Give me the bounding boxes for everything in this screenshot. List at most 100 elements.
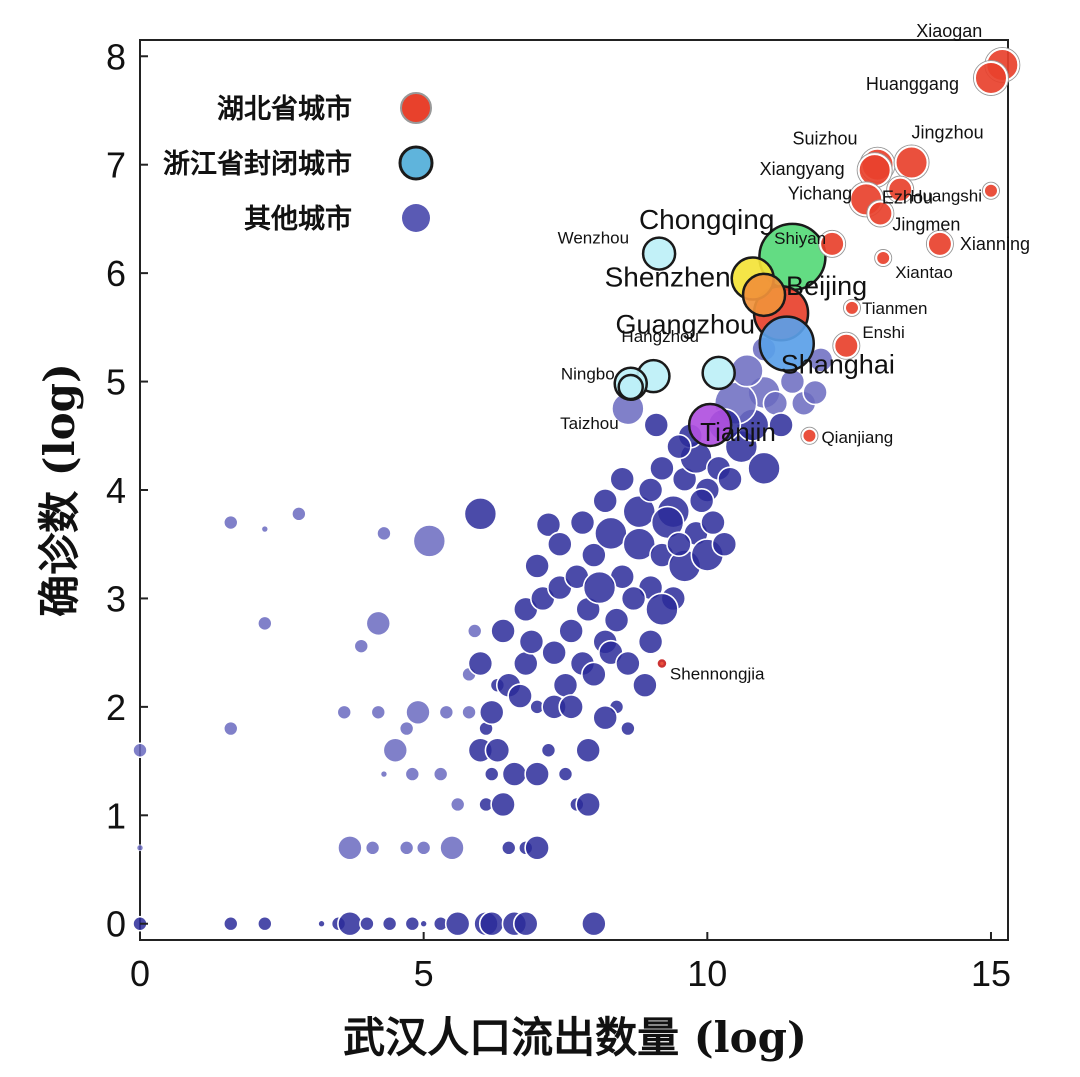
other-city-point <box>666 433 692 460</box>
other-city-point <box>291 506 307 522</box>
hubei-city-halo <box>866 199 895 228</box>
other-city-point <box>535 511 562 538</box>
other-city-point <box>730 353 764 388</box>
other-city-point <box>478 910 505 937</box>
other-city-point <box>449 796 466 813</box>
labeled-city-point <box>875 249 892 266</box>
city-label-xiaogan: Xiaogan <box>916 21 982 41</box>
other-city-point <box>688 488 715 514</box>
hubei-city-halo <box>925 229 954 258</box>
other-city-point <box>461 704 477 721</box>
city-label-tianjin: Tianjin <box>700 417 776 447</box>
city-label-shenzhen: Shenzhen <box>605 262 731 293</box>
other-city-point <box>337 835 363 861</box>
x-axis-title: 武汉人口流出数量 (log) <box>343 1013 807 1062</box>
city-label-enshi: Enshi <box>862 323 905 342</box>
other-city-point <box>582 570 617 605</box>
other-city-point <box>512 650 539 677</box>
legend-label: 其他城市 <box>244 203 352 235</box>
other-city-point <box>747 451 781 486</box>
other-city-point <box>136 844 144 852</box>
x-tick-label: 5 <box>414 953 434 994</box>
city-label-tianmen: Tianmen <box>862 299 928 318</box>
x-tick-label: 0 <box>130 953 150 994</box>
other-city-point <box>132 742 148 759</box>
other-city-point <box>592 704 619 731</box>
city-label-qianjiang: Qianjiang <box>821 428 893 447</box>
city-label-jingzhou: Jingzhou <box>912 123 984 143</box>
y-tick-label: 8 <box>106 36 126 77</box>
other-city-point <box>380 770 388 778</box>
other-city-point <box>415 840 432 856</box>
other-city-point <box>552 672 579 698</box>
other-city-point <box>382 737 409 764</box>
other-city-point <box>632 672 658 698</box>
other-city-point <box>557 766 574 782</box>
labeled-city-point <box>741 272 787 318</box>
labeled-city-point <box>687 402 733 448</box>
labeled-city-point <box>641 236 677 271</box>
other-city-point <box>466 623 483 639</box>
other-city-point <box>512 910 539 937</box>
other-city-point <box>444 910 471 937</box>
city-label-shiyan: Shiyan <box>774 229 826 248</box>
other-city-point <box>412 524 447 558</box>
city-label-yichang: Yichang <box>788 183 852 203</box>
other-city-point <box>518 629 545 655</box>
other-city-point <box>558 694 584 720</box>
labeled-city-point <box>758 315 815 372</box>
other-city-point <box>483 766 500 782</box>
labeled-city-point <box>657 659 667 668</box>
other-city-point <box>490 791 516 818</box>
other-city-point <box>376 525 392 542</box>
other-city-point <box>524 835 550 861</box>
other-city-point <box>398 720 415 737</box>
other-city-point <box>637 629 664 655</box>
other-city-point <box>717 466 743 492</box>
labeled-cities-layer <box>613 46 1021 668</box>
other-city-point <box>432 766 449 782</box>
labeled-city-point <box>867 200 894 227</box>
legend-label: 浙江省封闭城市 <box>163 148 352 180</box>
city-label-guangzhou: Guangzhou <box>615 309 755 339</box>
other-city-point <box>581 542 607 568</box>
city-labels-layer: Xiaogan Huanggang Suizhou Jingzhou Xiangyang… <box>558 21 1030 684</box>
y-tick-label: 0 <box>106 904 126 945</box>
other-city-point <box>500 840 517 856</box>
y-tick-label: 5 <box>106 362 126 403</box>
other-city-point <box>649 455 675 482</box>
other-city-point <box>643 412 670 438</box>
city-label-chongqing: Chongqing <box>639 204 774 235</box>
other-city-point <box>594 516 628 551</box>
x-tick-label: 15 <box>971 953 1011 994</box>
labeled-city-point <box>819 230 846 257</box>
other-city-point <box>711 531 738 558</box>
other-city-point <box>364 840 381 856</box>
other-city-point <box>524 553 550 579</box>
y-tick-label: 3 <box>106 578 126 619</box>
hubei-city-halo <box>874 248 893 267</box>
legend-marker <box>400 92 432 124</box>
other-city-point <box>637 477 664 503</box>
hubei-city-halo <box>818 229 847 258</box>
other-city-point <box>581 910 607 937</box>
other-city-point <box>381 915 398 932</box>
other-city-point <box>802 379 828 406</box>
other-city-point <box>620 585 647 612</box>
other-city-point <box>222 915 239 932</box>
city-label-hangzhou: Hangzhou <box>621 327 699 346</box>
city-label-beijing: Beijing <box>786 271 867 301</box>
city-label-xiangyang: Xiangyang <box>760 159 845 179</box>
hubei-city-halo <box>972 59 1009 96</box>
labeled-city-point <box>801 427 818 444</box>
hubei-city-halo <box>848 181 885 218</box>
other-city-point <box>404 766 421 782</box>
city-label-xiantao: Xiantao <box>895 263 953 282</box>
other-city-point <box>501 761 528 787</box>
other-city-point <box>484 737 511 764</box>
other-city-point <box>507 683 533 709</box>
other-city-point <box>490 618 516 644</box>
other-city-point <box>405 699 431 726</box>
other-city-point <box>222 514 239 531</box>
